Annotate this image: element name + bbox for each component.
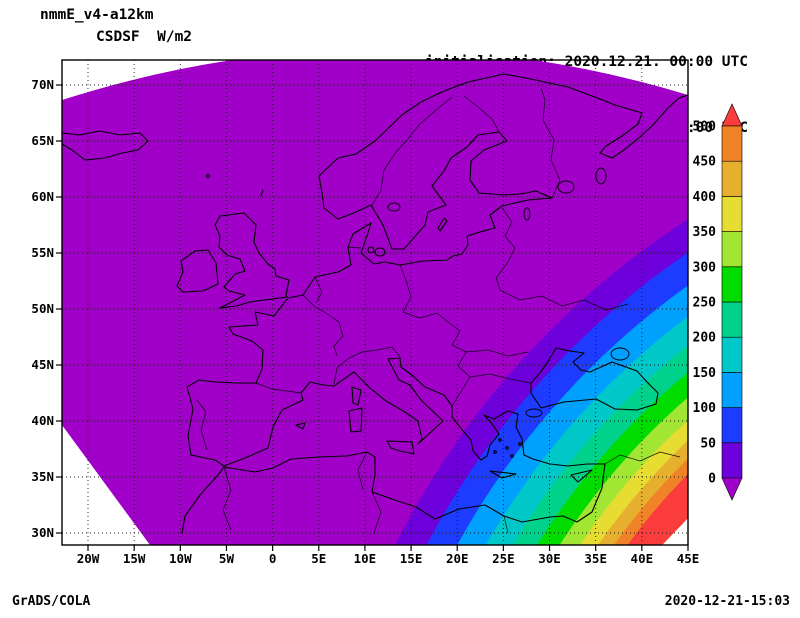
colorbar-segment: [721, 442, 743, 479]
aegean-island: [505, 446, 509, 450]
lon-tick-label: 40E: [631, 551, 654, 566]
coastline-atlantic-baltic-arctic: [186, 73, 689, 467]
colorbar-label: 0: [708, 472, 716, 487]
colorbar-label: 100: [693, 401, 717, 416]
colorbar: 0 50 100 150 200 250 300 350 400 450 500: [693, 103, 743, 501]
lake-vanern: [387, 202, 401, 212]
lon-tick-label: 20W: [77, 551, 100, 566]
lon-tick-label: 10E: [354, 551, 377, 566]
grads-credit: GrADS/COLA: [12, 594, 91, 609]
sea-of-azov: [610, 347, 630, 361]
lon-tick-label: 15E: [400, 551, 423, 566]
colorbar-label: 400: [693, 190, 717, 205]
colorbar-segment: [721, 407, 743, 444]
colorbar-label: 250: [693, 296, 717, 311]
aegean-island: [510, 454, 514, 458]
lake-onega: [595, 167, 607, 185]
render-timestamp: 2020-12-21-15:03: [664, 594, 790, 609]
aegean-island: [518, 442, 522, 446]
field-label: CSDSF W/m2: [96, 29, 193, 45]
colorbar-segment: [721, 125, 743, 162]
colorbar-below-min: [721, 477, 743, 501]
frame-layer: [56, 59, 689, 551]
lat-tick-label: 40N: [31, 413, 54, 428]
island-funen: [367, 246, 375, 254]
colorbar-above-max: [721, 103, 743, 127]
lat-tick-label: 50N: [31, 301, 54, 316]
lake-peipus: [523, 207, 531, 221]
island-faroe: [205, 173, 211, 179]
colorbar-segment: [721, 301, 743, 338]
axis-labels-layer: 20W 15W 10W 5W 0 5E 10E 15E 20E 25E 30E 35E 40E 45E 30…: [31, 77, 699, 566]
lon-tick-label: 10W: [169, 551, 192, 566]
island-sicily: [386, 440, 415, 455]
island-zealand: [374, 247, 386, 257]
lat-tick-label: 55N: [31, 245, 54, 260]
colorbar-segment: [721, 160, 743, 197]
lake-ladoga: [557, 180, 575, 194]
colorbar-segment: [721, 231, 743, 268]
coastline-britain: [214, 212, 290, 309]
lat-tick-label: 65N: [31, 133, 54, 148]
map-frame: [61, 59, 689, 546]
island-shetland: [260, 189, 264, 197]
island-crete: [489, 470, 517, 479]
lon-tick-label: 30E: [538, 551, 561, 566]
island-corsica: [351, 386, 362, 406]
colorbar-label: 50: [700, 436, 716, 451]
filled-contour-layer: [62, 60, 688, 545]
colorbar-label: 200: [693, 331, 717, 346]
country-borders: [196, 87, 681, 534]
lat-tick-label: 45N: [31, 357, 54, 372]
colorbar-label: 150: [693, 366, 717, 381]
lon-tick-label: 5E: [311, 551, 326, 566]
lon-tick-label: 5W: [219, 551, 235, 566]
coastline-ireland: [176, 249, 219, 293]
coastline-mediterranean: [181, 357, 606, 534]
model-name: nmmE_v4-a12km: [40, 7, 154, 23]
lat-tick-label: 35N: [31, 469, 54, 484]
colorbar-label: 300: [693, 260, 717, 275]
lon-tick-label: 20E: [446, 551, 469, 566]
lon-tick-label: 0: [269, 551, 277, 566]
lon-tick-label: 35E: [584, 551, 607, 566]
lat-tick-label: 70N: [31, 77, 54, 92]
lon-tick-label: 15W: [123, 551, 146, 566]
coastline-iceland: [61, 130, 149, 161]
coastline-layer: [61, 73, 689, 534]
aegean-island: [498, 438, 502, 442]
island-sardinia: [348, 407, 363, 433]
colorbar-label: 450: [693, 155, 717, 170]
lon-tick-label: 45E: [677, 551, 700, 566]
island-mallorca: [295, 422, 306, 430]
colorbar-segment: [721, 266, 743, 303]
lat-tick-label: 30N: [31, 525, 54, 540]
sea-of-marmara: [525, 408, 543, 418]
aegean-island: [493, 450, 497, 454]
coastline-black-sea: [530, 347, 659, 411]
island-cyprus: [570, 469, 593, 483]
colorbar-segment: [721, 196, 743, 232]
colorbar-label: 350: [693, 225, 717, 240]
lon-tick-label: 25E: [492, 551, 515, 566]
colorbar-segment: [721, 336, 743, 373]
lat-tick-label: 60N: [31, 189, 54, 204]
colorbar-label: 500: [693, 120, 717, 135]
island-gotland: [437, 217, 448, 232]
colorbar-segment: [721, 372, 743, 408]
